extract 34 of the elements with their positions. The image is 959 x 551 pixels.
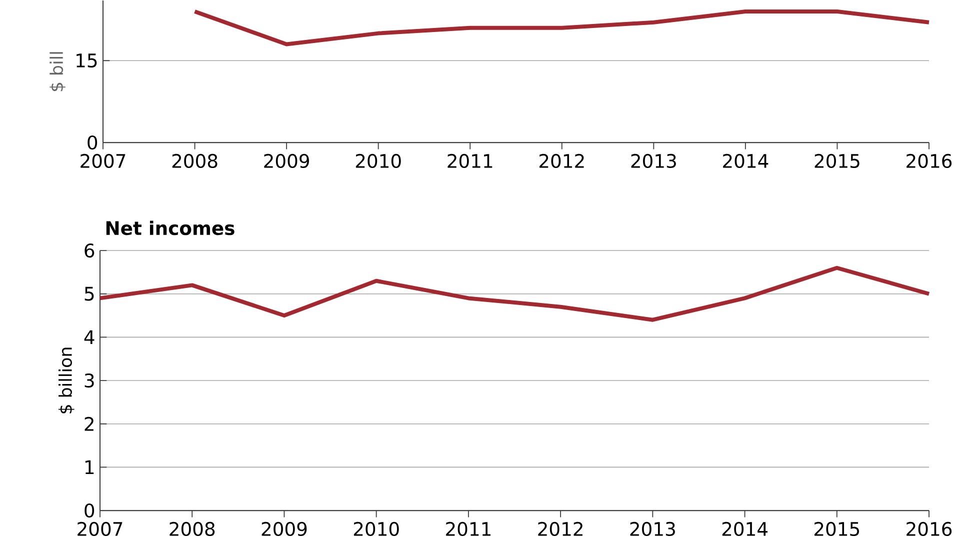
y-tick-label: 0 bbox=[88, 136, 98, 150]
x-tick-label: 2014 bbox=[723, 154, 768, 168]
chart-title: Net incomes bbox=[106, 220, 234, 236]
x-tick-label: 2013 bbox=[631, 154, 676, 168]
y-tick-label: 3 bbox=[84, 374, 94, 388]
x-tick-label: 2012 bbox=[538, 522, 582, 536]
x-tick-label: 2007 bbox=[80, 154, 126, 168]
x-tick-label: 2010 bbox=[354, 522, 399, 536]
x-tick-label: 2008 bbox=[172, 154, 218, 168]
line-series bbox=[98, 266, 932, 322]
x-tick-label: 2007 bbox=[78, 522, 122, 536]
x-tick-label: 2016 bbox=[906, 154, 952, 168]
y-tick-label: 1 bbox=[85, 460, 94, 474]
y-axis-title: $ bill bbox=[50, 52, 66, 92]
y-axis-title: $ billion bbox=[58, 348, 74, 414]
line-series bbox=[192, 10, 931, 46]
y-tick-label: 5 bbox=[84, 287, 94, 302]
x-tick-label: 2016 bbox=[906, 522, 952, 536]
y-tick-label: 15 bbox=[76, 54, 97, 68]
x-tick-label: 2012 bbox=[539, 154, 584, 168]
x-tick-label: 2013 bbox=[630, 522, 675, 536]
y-tick-label: 6 bbox=[84, 244, 94, 258]
x-tick-label: 2015 bbox=[814, 154, 860, 168]
x-tick-label: 2014 bbox=[722, 522, 768, 536]
x-tick-label: 2011 bbox=[446, 522, 490, 536]
x-tick-label: 2008 bbox=[170, 522, 215, 536]
y-tick-label: 4 bbox=[84, 330, 94, 344]
x-tick-label: 2009 bbox=[264, 154, 309, 168]
y-tick-label: 0 bbox=[84, 504, 94, 518]
x-tick-label: 2009 bbox=[262, 522, 307, 536]
x-tick-label: 2010 bbox=[356, 154, 401, 168]
x-tick-label: 2011 bbox=[448, 154, 492, 168]
x-tick-label: 2015 bbox=[814, 522, 860, 536]
y-tick-label: 2 bbox=[84, 417, 94, 432]
